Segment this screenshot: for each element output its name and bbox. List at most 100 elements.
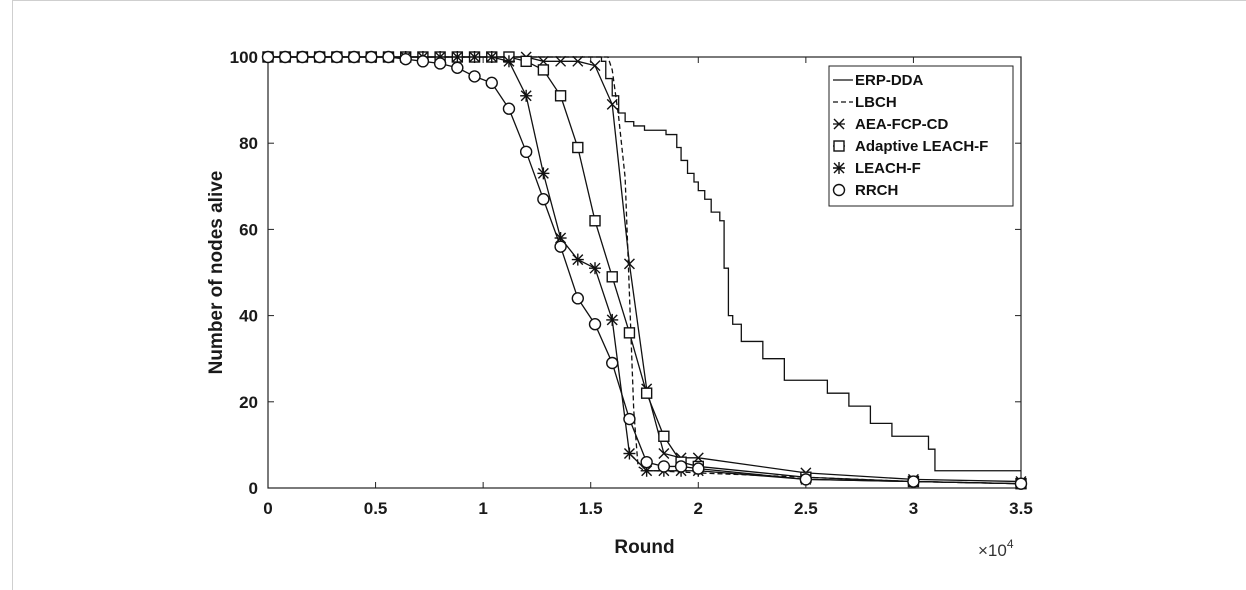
legend-entry: Adaptive LEACH-F [833,138,988,155]
data-point [537,64,550,76]
legend-label: LEACH-F [855,160,921,177]
data-point [520,55,532,68]
x-axis-multiplier-base: ×10 [978,541,1007,560]
legend-box [828,65,1014,207]
x-tick-label: 0.5 [364,499,388,518]
data-point [589,60,601,72]
data-point [554,240,567,253]
data-point [537,193,550,206]
data-point [468,51,481,63]
data-point [485,76,498,90]
x-axis-multiplier-exponent: 4 [1007,537,1014,551]
legend-label: Adaptive LEACH-F [855,138,988,155]
data-point [365,50,378,64]
series-layer [261,50,1028,490]
series-line [268,56,1021,472]
series-lbch [268,56,1022,485]
data-point [502,102,516,115]
legend-entry: ERP-DDA [833,72,924,89]
data-point [554,90,567,102]
series-rrch [261,50,1028,490]
y-tick-label: 60 [239,220,258,239]
data-point [572,141,584,154]
legend-entry: LBCH [833,94,897,111]
legend-label: ERP-DDA [855,72,924,89]
data-point [606,271,618,283]
data-point [572,55,584,67]
legend-entry: AEA-FCP-CD [833,116,948,133]
figure-frame [12,0,1246,590]
data-point [606,98,618,110]
data-point [623,412,636,426]
x-tick-label: 1.5 [579,499,603,518]
data-point [623,327,636,339]
data-point [555,55,567,67]
data-point [640,387,653,399]
legend-entry: LEACH-F [833,160,921,177]
data-point [571,292,585,305]
data-point [606,313,619,326]
legend-marker [832,183,846,197]
x-tick-label: 1 [478,499,487,518]
data-point [623,258,635,270]
data-point [399,52,412,66]
x-tick-label: 3 [909,499,918,518]
data-point [658,430,670,442]
data-point [657,460,671,473]
y-axis-label: Number of nodes alive [206,171,227,375]
y-tick-label: 40 [239,307,258,326]
plot-area [267,56,1022,489]
data-point [623,447,636,460]
data-point [589,262,602,275]
data-point [520,89,533,102]
data-point [658,448,670,460]
data-point [382,50,395,64]
legend: ERP-DDA LBCH AEA-FCP-CD Adaptive LEACH-F LEA… [828,65,1014,207]
legend-label: RRCH [855,182,898,199]
data-point [1014,477,1028,490]
series-erp-dda [268,56,1021,472]
x-tick-label: 2.5 [794,499,818,518]
data-point [674,460,688,473]
data-point [468,70,481,83]
x-tick-label: 2 [694,499,703,518]
x-axis-label: Round [614,537,674,558]
legend-marker [833,118,845,130]
data-point [640,455,653,469]
y-tick-label: 100 [230,48,258,67]
data-point [606,356,619,370]
x-axis-multiplier: ×104 [978,537,1014,560]
data-point [347,50,361,64]
data-point [296,50,309,64]
data-point [502,55,515,68]
data-point [451,51,464,63]
data-point [571,253,584,266]
data-point [907,475,920,488]
legend-marker [833,162,845,174]
data-point [279,50,292,64]
data-point [433,57,447,70]
data-point [261,50,275,64]
data-point [588,318,602,331]
legend-label: LBCH [855,94,897,111]
data-point [589,215,601,227]
data-point [485,51,498,63]
legend-marker [833,140,845,152]
data-point [692,462,705,475]
y-tick-label: 20 [239,393,258,412]
legend-entry: RRCH [832,182,898,199]
series-line [268,56,1022,485]
x-tick-label: 0 [263,499,272,518]
data-point [537,167,550,180]
legend-label: AEA-FCP-CD [855,116,948,133]
data-point [313,50,326,64]
data-point [799,473,813,486]
data-point [519,145,533,159]
x-tick-label: 3.5 [1009,499,1033,518]
data-point [416,55,430,68]
data-point [451,61,464,74]
y-tick-label: 0 [249,479,258,498]
y-tick-label: 80 [239,134,258,153]
data-point [330,50,344,64]
